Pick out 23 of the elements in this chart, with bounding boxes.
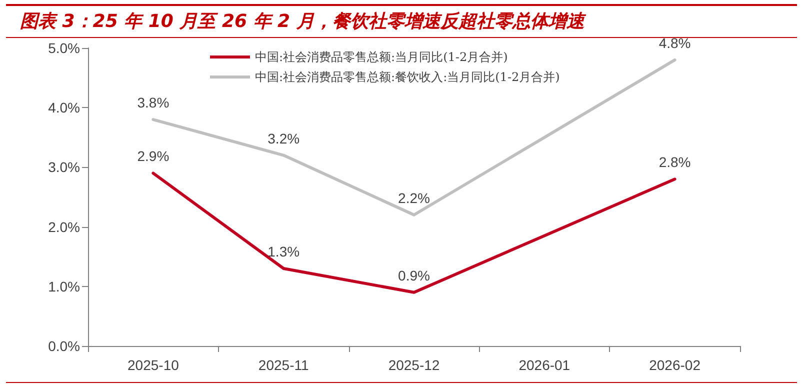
x-tick-label: 2025-10 bbox=[128, 357, 180, 373]
data-label: 2.9% bbox=[137, 148, 170, 164]
legend-label: 中国:社会消费品零售总额:当月同比(1-2月合并) bbox=[255, 50, 508, 64]
y-tick-label: 4.0% bbox=[48, 100, 80, 116]
x-tick-label: 2026-01 bbox=[518, 357, 570, 373]
x-tick-label: 2025-12 bbox=[388, 357, 440, 373]
x-tick-label: 2025-11 bbox=[258, 357, 309, 373]
x-tick-label: 2026-02 bbox=[649, 357, 701, 373]
data-label: 3.2% bbox=[268, 130, 300, 146]
data-label: 2.2% bbox=[398, 190, 430, 206]
y-tick-label: 3.0% bbox=[48, 159, 80, 176]
y-tick-label: 0.0% bbox=[48, 338, 80, 354]
data-label: 1.3% bbox=[268, 244, 300, 260]
y-tick-label: 1.0% bbox=[48, 278, 80, 294]
data-label: 4.8% bbox=[658, 34, 691, 51]
line-series bbox=[152, 172, 676, 294]
data-label: 2.8% bbox=[658, 154, 691, 170]
y-tick-label: 5.0% bbox=[48, 40, 80, 56]
y-tick-label: 2.0% bbox=[48, 218, 80, 235]
data-label: 0.9% bbox=[398, 267, 430, 284]
data-label: 3.8% bbox=[137, 94, 170, 111]
chart-title: 图表 3：25 年 10 月至 26 年 2 月，餐饮社零增速反超社零总体增速 bbox=[20, 11, 584, 32]
legend-label: 中国:社会消费品零售总额:餐饮收入:当月同比(1-2月合并) bbox=[255, 70, 560, 84]
